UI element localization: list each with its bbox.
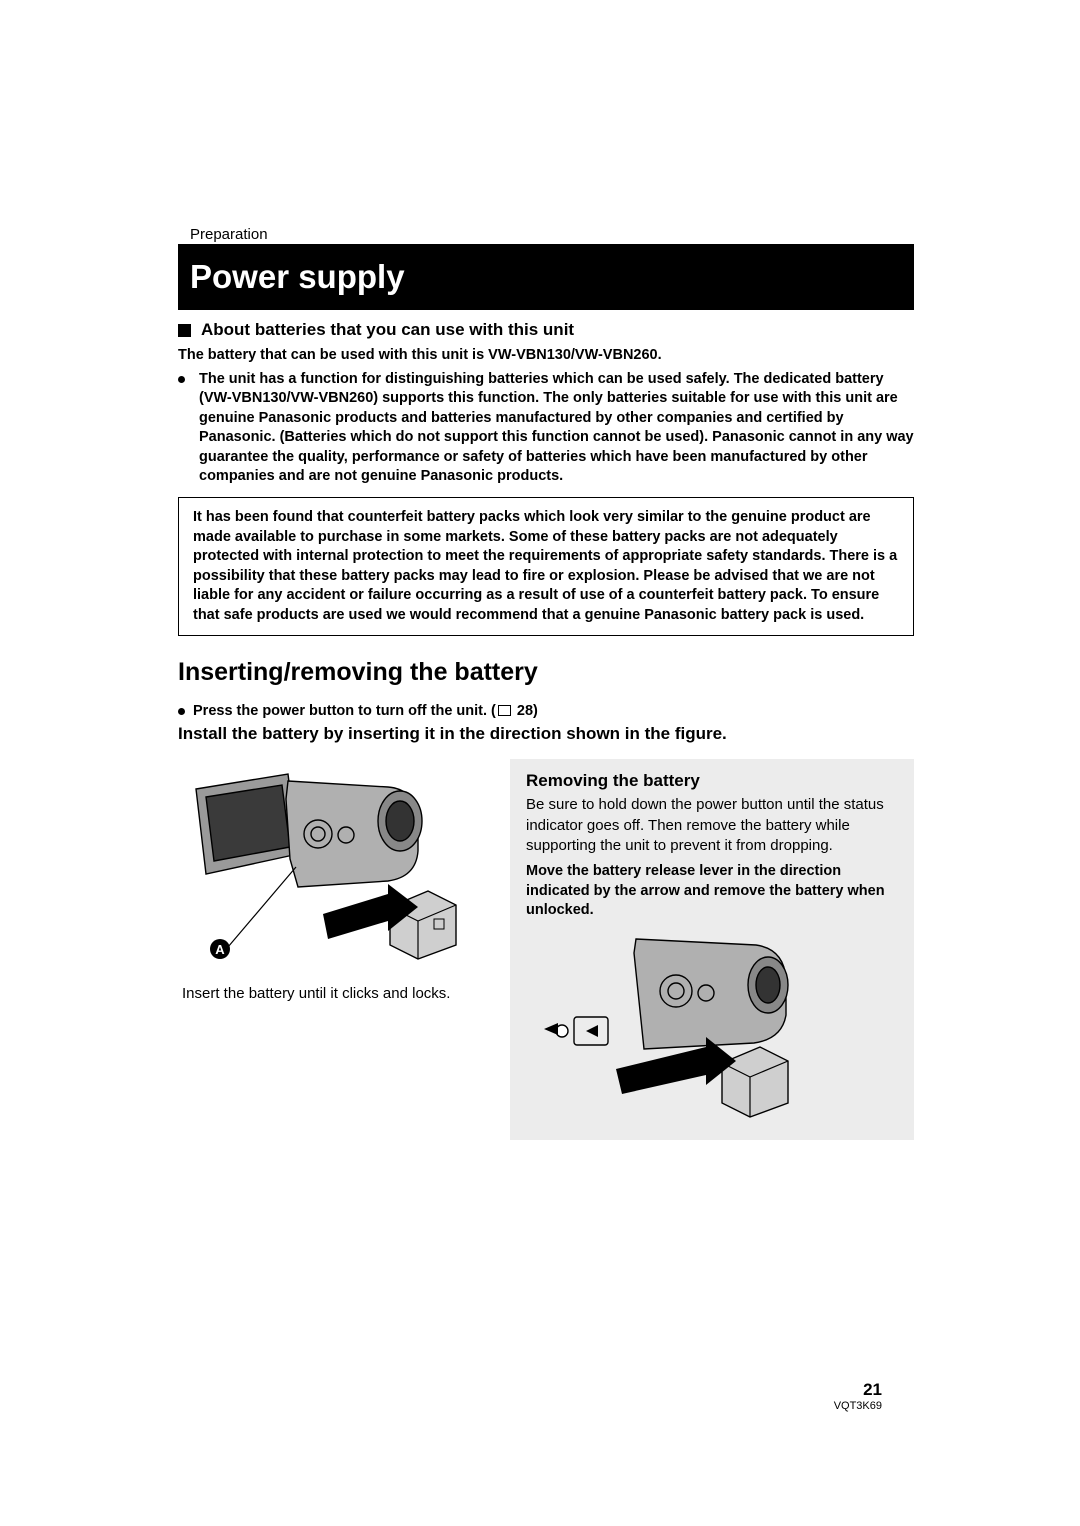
counterfeit-warning-box: It has been found that counterfeit batte… xyxy=(178,497,914,636)
header-bar: Preparation Power supply xyxy=(178,244,914,310)
figure-columns: A Insert the battery until it clicks and… xyxy=(178,759,914,1139)
camera-remove-illustration xyxy=(526,929,806,1119)
about-bullet: The unit has a function for distinguishi… xyxy=(178,370,914,487)
remove-instruction-bold: Move the battery release lever in the di… xyxy=(526,862,898,921)
header-pre-label: Preparation xyxy=(190,226,268,243)
page-title: Power supply xyxy=(178,244,914,296)
power-off-instruction: Press the power button to turn off the u… xyxy=(178,703,914,719)
manual-page: Preparation Power supply About batteries… xyxy=(178,244,914,1140)
round-bullet-icon xyxy=(178,376,185,383)
page-number: 21 xyxy=(863,1380,882,1400)
battery-model-line: The battery that can be used with this u… xyxy=(178,346,914,366)
insert-figure-column: A Insert the battery until it clicks and… xyxy=(178,759,488,1004)
remove-title: Removing the battery xyxy=(526,771,898,791)
section-title: Inserting/removing the battery xyxy=(178,658,914,687)
power-off-text: Press the power button to turn off the u… xyxy=(193,703,538,719)
page-ref-icon xyxy=(498,705,511,716)
square-bullet-icon xyxy=(178,324,191,337)
round-bullet-icon xyxy=(178,708,185,715)
install-instruction: Install the battery by inserting it in t… xyxy=(178,723,914,745)
about-bullet-text: The unit has a function for distinguishi… xyxy=(193,370,914,487)
document-id: VQT3K69 xyxy=(834,1400,882,1412)
remove-battery-panel: Removing the battery Be sure to hold dow… xyxy=(510,759,914,1139)
remove-description: Be sure to hold down the power button un… xyxy=(526,795,898,856)
insert-caption: Insert the battery until it clicks and l… xyxy=(178,984,488,1004)
about-heading-text: About batteries that you can use with th… xyxy=(201,320,574,340)
insert-figure: A xyxy=(178,759,466,974)
about-subheading: About batteries that you can use with th… xyxy=(178,320,914,340)
